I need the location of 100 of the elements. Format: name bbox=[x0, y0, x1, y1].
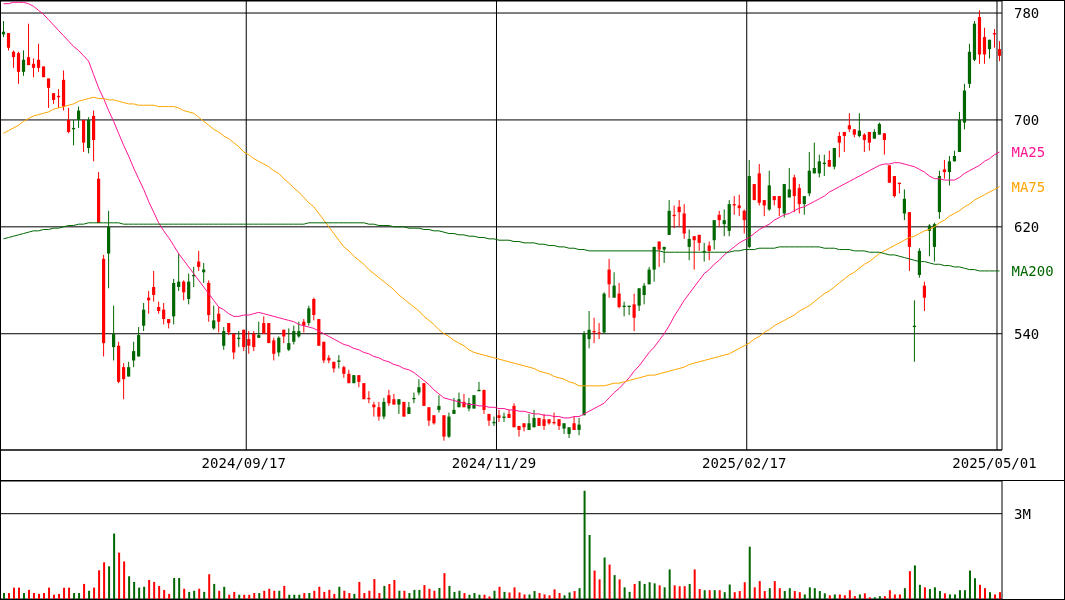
candlestick bbox=[847, 112, 851, 133]
bar bbox=[428, 588, 431, 599]
bar bbox=[818, 591, 821, 599]
series-label: MA25 bbox=[1011, 144, 1046, 160]
bar bbox=[573, 591, 576, 599]
candlestick bbox=[36, 43, 41, 73]
bar bbox=[988, 592, 991, 599]
x-tick-label: 2025/02/17 bbox=[702, 454, 787, 471]
bar bbox=[773, 581, 776, 599]
y-tick-label: 3M bbox=[1014, 505, 1031, 522]
candlestick bbox=[76, 106, 81, 129]
bar bbox=[948, 594, 951, 599]
bar bbox=[543, 594, 546, 599]
bar bbox=[853, 596, 856, 599]
candlestick bbox=[692, 235, 696, 271]
candlestick bbox=[447, 412, 451, 439]
candlestick bbox=[882, 132, 886, 156]
candlestick bbox=[31, 57, 36, 78]
bar bbox=[498, 586, 501, 599]
bar bbox=[708, 590, 711, 599]
candlestick bbox=[737, 194, 741, 217]
candlestick bbox=[617, 282, 621, 309]
candlestick bbox=[777, 195, 781, 217]
bar bbox=[203, 591, 206, 599]
candlestick bbox=[387, 389, 391, 407]
bar bbox=[968, 570, 971, 599]
candlestick bbox=[787, 167, 791, 198]
bar bbox=[313, 590, 316, 599]
bar bbox=[503, 591, 506, 599]
candlestick bbox=[942, 159, 947, 180]
bar bbox=[813, 588, 816, 599]
bar bbox=[33, 593, 36, 599]
candlestick bbox=[817, 154, 821, 178]
bar bbox=[618, 579, 621, 599]
candlestick bbox=[577, 417, 581, 436]
candlestick bbox=[497, 409, 501, 423]
y-tick-label: 780 bbox=[1014, 5, 1040, 21]
bar bbox=[398, 590, 401, 599]
candlestick bbox=[657, 241, 661, 268]
bar bbox=[3, 593, 5, 599]
bar bbox=[78, 593, 81, 599]
bar bbox=[568, 592, 571, 599]
bar bbox=[473, 593, 476, 599]
candlestick bbox=[837, 131, 841, 158]
bar bbox=[608, 564, 611, 599]
bar bbox=[168, 593, 171, 599]
bar bbox=[748, 546, 751, 599]
bar bbox=[278, 590, 281, 599]
bar bbox=[783, 591, 786, 599]
bar bbox=[668, 569, 671, 599]
bar bbox=[328, 589, 331, 599]
bar bbox=[588, 535, 591, 599]
bar bbox=[683, 586, 686, 599]
bar bbox=[8, 593, 10, 599]
bar bbox=[923, 587, 926, 599]
bar bbox=[268, 588, 271, 599]
bar bbox=[528, 594, 531, 599]
candlestick bbox=[287, 327, 291, 352]
bar bbox=[443, 573, 446, 599]
bar bbox=[138, 587, 141, 599]
candlestick bbox=[922, 281, 927, 312]
bar bbox=[373, 579, 376, 599]
bar bbox=[68, 587, 71, 599]
bar bbox=[453, 591, 456, 599]
bar bbox=[98, 570, 101, 599]
bar bbox=[733, 592, 736, 599]
bar bbox=[803, 594, 806, 599]
candlestick bbox=[217, 306, 221, 333]
bar bbox=[333, 593, 336, 599]
candlestick bbox=[46, 78, 51, 109]
candlestick bbox=[442, 414, 446, 442]
bar bbox=[308, 593, 311, 599]
bar bbox=[548, 595, 551, 599]
bar bbox=[958, 590, 961, 599]
bar bbox=[188, 591, 191, 599]
bar bbox=[408, 593, 411, 599]
candlestick bbox=[997, 40, 1002, 62]
candlestick bbox=[892, 175, 896, 198]
bar bbox=[703, 590, 706, 599]
bar bbox=[13, 587, 16, 599]
bar bbox=[363, 593, 366, 599]
bar bbox=[578, 588, 581, 599]
bar bbox=[908, 571, 911, 599]
candlestick bbox=[597, 322, 601, 340]
bar bbox=[43, 593, 46, 599]
bar bbox=[488, 596, 491, 599]
bar bbox=[623, 587, 626, 599]
candlestick bbox=[66, 107, 71, 134]
bar bbox=[643, 583, 646, 599]
bar bbox=[738, 591, 741, 599]
candlestick bbox=[137, 326, 141, 357]
bar bbox=[848, 590, 851, 599]
candlestick bbox=[272, 337, 276, 361]
bar bbox=[128, 576, 131, 599]
bar bbox=[173, 577, 176, 599]
bar bbox=[103, 562, 106, 599]
candlestick bbox=[572, 416, 576, 431]
bar bbox=[633, 583, 636, 599]
candlestick bbox=[792, 174, 796, 213]
bar bbox=[843, 595, 846, 599]
